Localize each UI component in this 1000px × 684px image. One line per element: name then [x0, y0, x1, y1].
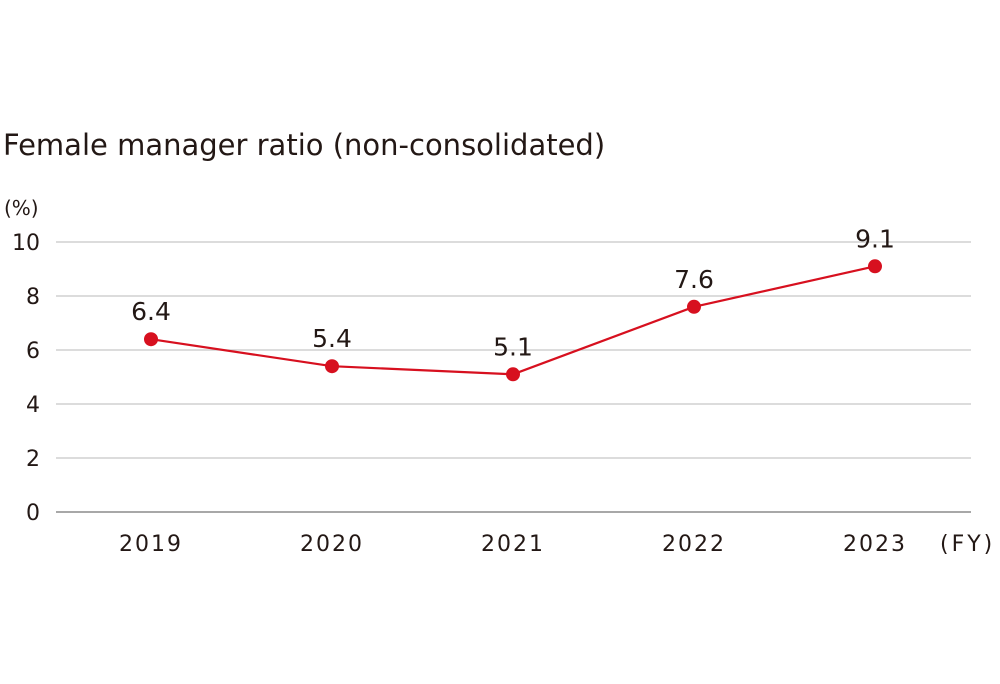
x-tick-label-2023: 2023 [843, 532, 907, 557]
data-point-2019 [144, 332, 158, 347]
chart-title: Female manager ratio (non-consolidated) [3, 128, 606, 162]
y-tick-label-2: 2 [26, 447, 40, 472]
y-tick-labels: 0 2 4 6 8 10 [12, 231, 40, 526]
y-tick-label-0: 0 [26, 501, 40, 526]
x-tick-labels: 2019 2020 2021 2022 2023 [119, 532, 907, 557]
y-tick-label-6: 6 [26, 339, 40, 364]
data-points [144, 259, 882, 382]
gridlines [56, 241, 971, 459]
data-label-2020: 5.4 [312, 324, 352, 353]
data-point-2023 [868, 259, 882, 274]
data-point-2020 [325, 359, 339, 374]
y-axis-unit-label: (%) [4, 196, 39, 220]
x-tick-label-2021: 2021 [481, 532, 545, 557]
data-labels: 6.4 5.4 5.1 7.6 9.1 [131, 224, 895, 361]
data-label-2023: 9.1 [855, 224, 895, 253]
x-tick-label-2022: 2022 [662, 532, 726, 557]
data-point-2022 [687, 299, 701, 314]
x-axis-unit-label: (FY) [940, 532, 995, 557]
x-tick-label-2020: 2020 [300, 532, 364, 557]
data-label-2022: 7.6 [674, 265, 714, 294]
data-point-2021 [506, 367, 520, 382]
y-tick-label-8: 8 [26, 285, 40, 310]
y-tick-label-4: 4 [26, 393, 40, 418]
data-label-2019: 6.4 [131, 297, 171, 326]
x-tick-label-2019: 2019 [119, 532, 183, 557]
y-tick-label-10: 10 [12, 231, 40, 256]
data-label-2021: 5.1 [493, 332, 533, 361]
